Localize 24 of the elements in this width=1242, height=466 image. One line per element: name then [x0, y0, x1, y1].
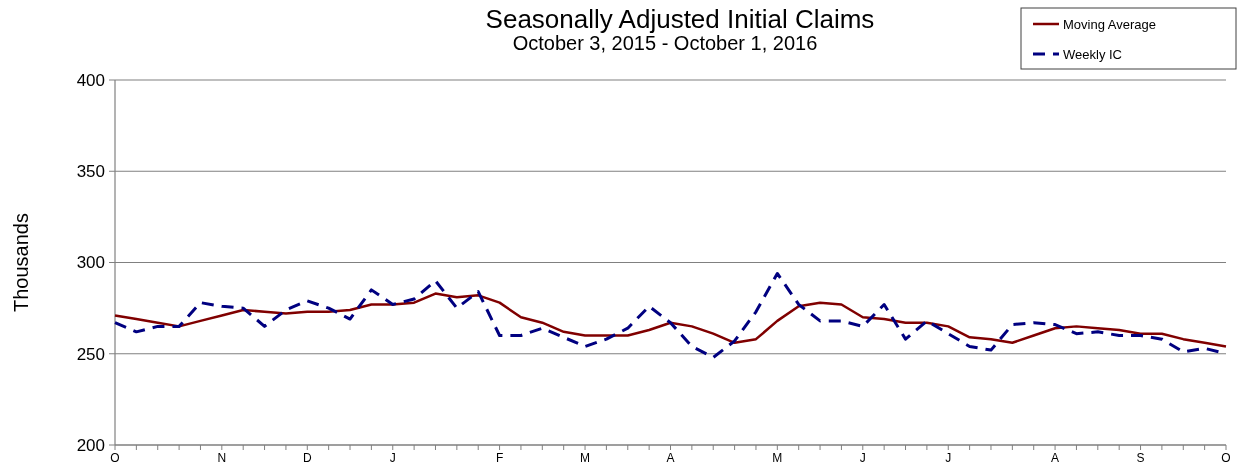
y-axis-title: Thousands — [10, 213, 32, 312]
x-tick-label: M — [772, 451, 783, 465]
x-tick-label: O — [1221, 451, 1231, 465]
y-tick-label: 200 — [76, 435, 105, 455]
x-tick-label: D — [302, 451, 312, 465]
line-series — [113, 292, 1228, 348]
y-tick-label: 300 — [76, 253, 105, 273]
x-tick-label: J — [945, 451, 952, 465]
y-tick-label: 350 — [76, 162, 105, 182]
x-tick-label: J — [389, 451, 396, 465]
legend-label: Moving Average — [1063, 16, 1156, 32]
x-tick-label: A — [1051, 451, 1060, 465]
x-tick-label: J — [859, 451, 866, 465]
chart-subtitle: October 3, 2015 - October 1, 2016 — [512, 32, 818, 54]
x-tick-label: N — [217, 451, 227, 465]
y-tick-label: 400 — [76, 70, 105, 90]
x-tick-label: O — [110, 451, 120, 465]
x-tick-label: S — [1136, 451, 1145, 465]
x-tick-label: F — [495, 451, 504, 465]
chart-title: Seasonally Adjusted Initial Claims — [485, 4, 875, 34]
legend-label: Weekly IC — [1063, 46, 1122, 62]
y-tick-label: 250 — [76, 344, 105, 364]
x-tick-label: M — [580, 451, 591, 465]
x-tick-label: A — [666, 451, 675, 465]
